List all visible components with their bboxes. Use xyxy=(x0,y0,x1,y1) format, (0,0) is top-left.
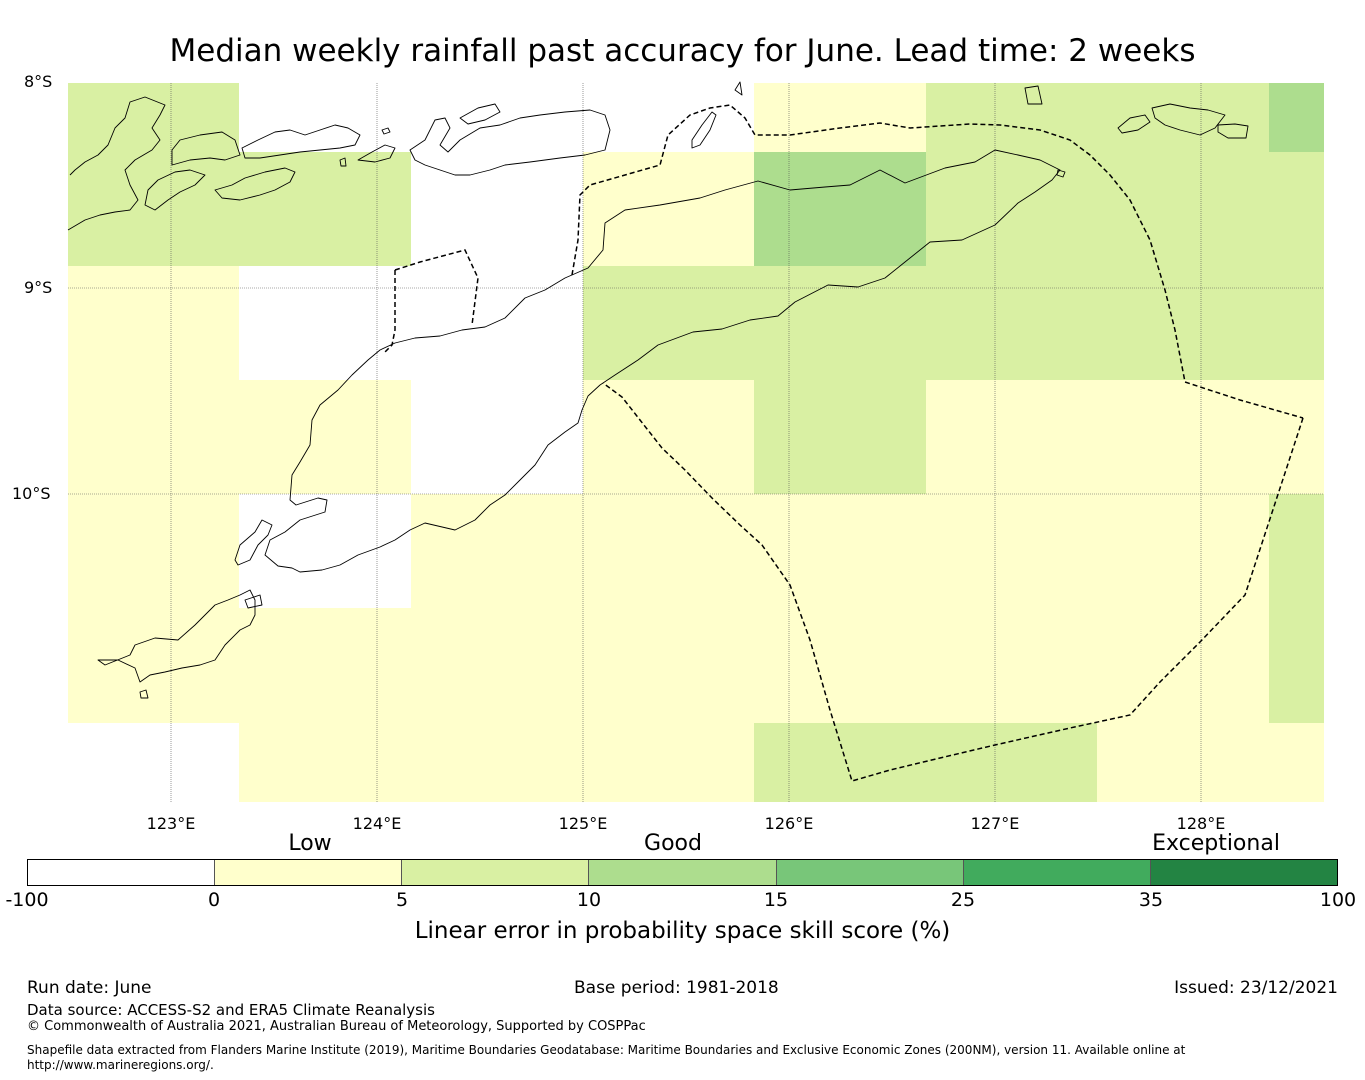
colorbar-tick-15: 15 xyxy=(763,889,789,911)
skill-cell-9 xyxy=(68,266,239,380)
coastline-leti xyxy=(1151,103,1226,136)
coastline-ndao xyxy=(139,689,149,699)
coastline-adonara xyxy=(144,169,206,211)
coastline xyxy=(67,81,1249,699)
lat-label-8s: 8°S xyxy=(24,72,53,91)
shapefile-credit: Shapefile data extracted from Flanders M… xyxy=(27,1043,1186,1057)
skill-cell-6 xyxy=(926,83,1269,152)
skill-cell-11 xyxy=(68,380,239,494)
map-title: Median weekly rainfall past accuracy for… xyxy=(169,33,1196,69)
coastline-pantar xyxy=(214,167,296,201)
colorbar-tick-0: 0 xyxy=(207,889,221,911)
colorbar-segment-neg100-0 xyxy=(28,860,216,885)
coastline-islet-3 xyxy=(734,81,743,96)
colorbar-segment-15-25 xyxy=(776,860,964,885)
coastline-atauro xyxy=(691,111,717,149)
lon-label-128e: 128°E xyxy=(1176,814,1226,833)
skill-cell-13 xyxy=(583,380,754,494)
skill-cell-4 xyxy=(754,83,926,152)
maritime-boundary-oecusse xyxy=(384,249,479,353)
coastline-rote-islet xyxy=(244,594,263,609)
coastline-rote xyxy=(97,589,256,683)
colorbar-tick-10: 10 xyxy=(576,889,602,911)
graticule xyxy=(68,83,1324,802)
skill-cell-0 xyxy=(68,83,239,152)
coastline-kisar xyxy=(1117,114,1151,134)
coastline-alor-east xyxy=(357,144,396,163)
maritime-boundary-atauro xyxy=(571,104,1304,419)
coastline-alor xyxy=(241,124,361,159)
colorbar-segment-5-10 xyxy=(402,860,590,885)
coastline-islet-1 xyxy=(339,157,347,167)
colorbar-tick-5: 5 xyxy=(395,889,409,911)
colorbar-segment-25-35 xyxy=(963,860,1151,885)
coastline-semau xyxy=(234,519,273,566)
colorbar-segment-0-5 xyxy=(215,860,403,885)
skill-cell-5 xyxy=(754,152,926,266)
skill-grid-cells xyxy=(68,83,1324,802)
skill-cell-18 xyxy=(1269,494,1324,723)
copyright: © Commonwealth of Australia 2021, Austra… xyxy=(27,1019,646,1034)
colorbar-tick-neg100: -100 xyxy=(5,889,49,911)
lon-label-127e: 127°E xyxy=(970,814,1020,833)
coastline-jaco xyxy=(1056,169,1066,178)
skill-cell-21 xyxy=(754,723,1097,802)
lon-label-123e: 123°E xyxy=(146,814,196,833)
issued-date: Issued: 23/12/2021 xyxy=(1174,978,1338,998)
colorbar-label: Linear error in probability space skill … xyxy=(414,918,951,944)
skill-cell-7 xyxy=(1269,83,1324,152)
skill-cell-3 xyxy=(583,152,754,266)
colorbar-tick-25: 25 xyxy=(950,889,976,911)
data-source: Data source: ACCESS-S2 and ERA5 Climate … xyxy=(27,1001,435,1019)
skill-cell-20 xyxy=(239,723,754,802)
legend-category-exceptional: Exceptional xyxy=(1152,831,1280,856)
skill-cell-16 xyxy=(68,494,239,723)
colorbar xyxy=(27,859,1338,886)
run-date: Run date: June xyxy=(27,978,152,998)
colorbar-segment-10-15 xyxy=(589,860,777,885)
base-period: Base period: 1981-2018 xyxy=(574,978,779,998)
shapefile-url: http://www.marineregions.org/. xyxy=(27,1058,214,1072)
coastline-moa xyxy=(1217,123,1249,139)
skill-score-map xyxy=(67,81,1324,802)
skill-cell-12 xyxy=(239,380,411,494)
lon-label-125e: 125°E xyxy=(558,814,608,833)
lon-label-124e: 124°E xyxy=(352,814,402,833)
skill-cell-17 xyxy=(411,494,1269,723)
colorbar-segment-35-100 xyxy=(1150,860,1337,885)
coastline-wetar xyxy=(409,109,611,176)
colorbar-tick-100: 100 xyxy=(1319,889,1357,911)
lon-label-126e: 126°E xyxy=(764,814,814,833)
skill-cell-15 xyxy=(926,380,1324,494)
colorbar-tick-35: 35 xyxy=(1138,889,1164,911)
coastline-wetar-north xyxy=(459,103,501,125)
coastline-romang xyxy=(1024,85,1043,105)
legend-category-good: Good xyxy=(644,831,702,856)
skill-cell-8 xyxy=(926,152,1324,266)
legend-category-low: Low xyxy=(288,831,332,856)
coastline-islet-2 xyxy=(381,127,391,135)
coastline-flores xyxy=(67,96,166,231)
maritime-boundary-south xyxy=(602,382,1304,782)
skill-cell-22 xyxy=(1097,723,1324,802)
coastline-timor xyxy=(264,149,1061,573)
lat-label-9s: 9°S xyxy=(24,278,53,297)
coastline-lembata xyxy=(171,131,241,166)
skill-cell-1 xyxy=(239,152,411,266)
lat-label-10s: 10°S xyxy=(12,484,51,503)
skill-cell-10 xyxy=(583,266,1324,380)
skill-cell-14 xyxy=(754,380,926,494)
maritime-boundary xyxy=(384,104,1304,782)
skill-cell-19 xyxy=(239,608,411,723)
